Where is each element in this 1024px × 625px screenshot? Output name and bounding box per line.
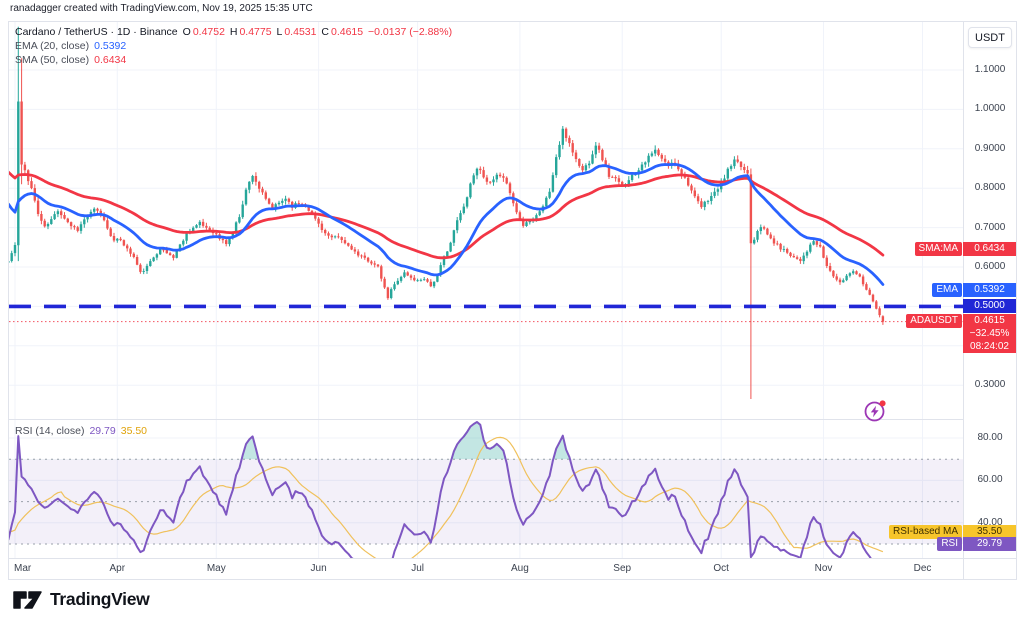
open-value: 0.4752 — [192, 26, 225, 38]
rsi-tick-label: 60.00 — [977, 474, 1003, 486]
month-label-aug: Aug — [510, 563, 529, 574]
ema-label: EMA (20, close) — [15, 40, 90, 52]
close-value: 0.4615 — [330, 26, 364, 38]
low-value: 0.4531 — [284, 26, 317, 38]
open-label: O — [182, 26, 191, 38]
month-label-jun: Jun — [310, 563, 327, 574]
tradingview-logo-icon — [13, 590, 42, 609]
low-label: L — [276, 26, 283, 38]
month-label-mar: Mar — [14, 563, 32, 574]
price-tick-label: 0.6000 — [974, 261, 1006, 272]
month-label-may: May — [206, 563, 226, 574]
month-label-oct: Oct — [713, 563, 729, 574]
main-price-pane[interactable]: Cardano / TetherUS · 1D · Binance O 0.475… — [9, 22, 963, 422]
flash-event-icon[interactable] — [863, 399, 887, 423]
footer: TradingView — [13, 589, 150, 610]
month-label-jul: Jul — [411, 563, 424, 574]
chart-legend: Cardano / TetherUS · 1D · Binance O 0.475… — [15, 25, 454, 67]
sma-value: 0.6434 — [94, 54, 127, 66]
sma-label: SMA (50, close) — [15, 54, 90, 66]
symbol-title: Cardano / TetherUS · 1D · Binance — [15, 26, 178, 38]
month-label-apr: Apr — [109, 563, 126, 574]
ema-legend-row[interactable]: EMA (20, close) 0.5392 — [15, 39, 454, 53]
rsi-chart — [9, 420, 963, 558]
month-label-nov: Nov — [814, 563, 833, 574]
rsi-legend: RSI (14, close) 29.79 35.50 — [15, 424, 147, 438]
candlestick-chart — [9, 22, 963, 419]
attribution-text: ranadagger created with TradingView.com,… — [10, 3, 313, 14]
price-tick-label: 0.3000 — [974, 379, 1006, 391]
month-label-sep: Sep — [613, 563, 632, 574]
rsi-tick-label: 40.00 — [977, 516, 1003, 528]
ema-value: 0.5392 — [94, 40, 127, 52]
currency-button[interactable]: USDT — [968, 27, 1012, 48]
change-value: −0.0137 (−2.88%) — [368, 26, 453, 38]
pane-separator[interactable] — [9, 419, 963, 420]
rsi-label: RSI (14, close) — [15, 425, 85, 437]
rsi-pane[interactable]: RSI (14, close) 29.79 35.50 — [9, 420, 963, 558]
sma-legend-row[interactable]: SMA (50, close) 0.6434 — [15, 53, 454, 67]
month-label-dec: Dec — [913, 563, 932, 574]
price-tick-label: 0.7000 — [974, 221, 1006, 233]
rsi-legend-row[interactable]: RSI (14, close) 29.79 35.50 — [15, 424, 147, 438]
symbol-legend-row[interactable]: Cardano / TetherUS · 1D · Binance O 0.475… — [15, 25, 454, 39]
ohlc-values: O 0.4752 H 0.4775 L 0.4531 C 0.4615 −0.0137 … — [183, 25, 454, 39]
rsi-ma-value: 35.50 — [120, 425, 148, 437]
chart-widget: Cardano / TetherUS · 1D · Binance O 0.475… — [8, 21, 1017, 580]
price-scale[interactable]: USDT 1.1000 1.0000 0.9000 0.8000 0.7000 0.600… — [963, 22, 1016, 579]
rsi-value: 29.79 — [89, 425, 116, 437]
price-tick-label: 0.9000 — [974, 142, 1006, 154]
price-tick-label: 1.0000 — [974, 103, 1006, 115]
time-axis[interactable]: Mar Apr May Jun Jul Aug Sep Oct Nov Dec — [9, 558, 1016, 579]
tradingview-logo-text: TradingView — [50, 589, 150, 609]
close-label: C — [321, 26, 329, 38]
price-tick-label: 1.1000 — [974, 64, 1006, 75]
rsi-tick-label: 80.00 — [977, 432, 1003, 443]
price-tick-label: 0.8000 — [974, 182, 1006, 194]
high-value: 0.4775 — [239, 26, 272, 38]
high-label: H — [229, 26, 238, 38]
